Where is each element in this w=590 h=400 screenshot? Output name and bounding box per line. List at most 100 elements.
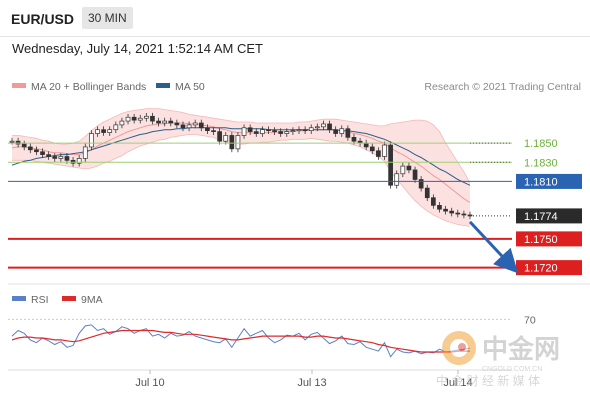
price-candle <box>363 142 369 148</box>
level-label-1.1774: 1.1774 <box>524 211 558 223</box>
price-candle <box>95 129 100 134</box>
price-candle <box>247 127 253 132</box>
level-badge-1.1774 <box>516 208 582 224</box>
source-credit: Research © 2021 Trading Central <box>424 81 581 93</box>
level-label-1.1810: 1.1810 <box>524 176 558 188</box>
price-candle <box>205 127 210 132</box>
price-candle <box>156 120 161 124</box>
price-candle <box>406 165 412 171</box>
bollinger-upper-line <box>12 108 471 184</box>
header-divider <box>0 36 590 37</box>
price-candle <box>137 117 143 121</box>
legend-swatch-ma50 <box>156 83 170 88</box>
price-candle <box>223 135 229 142</box>
price-candle <box>369 146 375 152</box>
timeframe-button[interactable]: 30 MIN <box>82 7 133 29</box>
x-tick-label: Jul 13 <box>297 377 326 389</box>
main-plot-area <box>9 108 473 227</box>
level-badge-1.1810 <box>516 173 582 189</box>
price-candle <box>113 124 119 131</box>
price-levels: 1.1850 1.1830 1.1810 1.1774 1.1750 1.1720 <box>8 138 582 276</box>
price-candle <box>388 144 393 186</box>
x-tick-label: Jul 14 <box>443 377 472 389</box>
level-badge-1.1750 <box>516 231 582 247</box>
rsi-9ma-line <box>11 329 470 353</box>
legend-swatch-rsi <box>12 296 26 301</box>
price-candle <box>461 213 467 216</box>
price-candle <box>9 140 15 143</box>
price-candle <box>376 150 381 157</box>
price-candle <box>101 129 106 133</box>
watermark-text: 中金网 <box>482 334 560 364</box>
price-candle <box>180 124 186 129</box>
price-candle <box>345 128 351 138</box>
price-candle <box>302 129 308 132</box>
bollinger-lower-line <box>12 134 471 227</box>
legend-swatch-9ma <box>62 296 76 301</box>
price-candle <box>125 116 131 122</box>
price-candle <box>174 122 180 126</box>
rsi-plot-area <box>11 324 471 358</box>
price-candle <box>327 123 332 131</box>
price-candle <box>131 116 137 121</box>
price-candle <box>443 208 448 212</box>
price-candle <box>290 130 296 133</box>
price-candle <box>278 131 284 134</box>
chart-datetime: Wednesday, July 14, 2021 1:52:14 AM CET <box>12 41 263 56</box>
forecast-arrow <box>468 220 519 274</box>
symbol-label[interactable]: EUR/USD <box>11 11 75 27</box>
watermark-url: CNGOLD.COM.CN <box>482 366 542 373</box>
price-candle <box>339 128 345 134</box>
chart-header: EUR/USD 30 MIN <box>0 0 590 36</box>
price-candle <box>82 146 88 159</box>
price-candle <box>412 169 418 180</box>
price-candle <box>52 156 58 159</box>
legend-label-ma20: MA 20 + Bollinger Bands <box>31 81 146 93</box>
price-candle <box>150 115 155 122</box>
price-candle <box>21 143 27 148</box>
legend-label-ma50: MA 50 <box>175 81 205 93</box>
level-label-1.1720: 1.1720 <box>524 263 558 275</box>
price-candle <box>266 129 271 132</box>
price-candle <box>58 156 64 159</box>
rsi-line <box>11 324 471 358</box>
legend-label-rsi: RSI <box>31 294 49 306</box>
price-candle <box>455 212 461 215</box>
price-candle <box>321 123 326 128</box>
price-candle <box>418 179 424 189</box>
price-candle <box>76 158 82 164</box>
price-candle <box>235 135 241 150</box>
price-candle <box>217 131 222 142</box>
price-candle <box>229 135 235 150</box>
price-candle <box>351 137 357 142</box>
x-tick-label: Jul 10 <box>135 377 164 389</box>
watermark-logo: 中金网 CNGOLD.COM.CN 中 金 财 经 新 媒 体 <box>436 331 560 388</box>
level-label-1.1750: 1.1750 <box>524 234 558 246</box>
price-candle <box>162 120 168 124</box>
price-candle <box>296 129 302 132</box>
price-candle <box>400 165 406 175</box>
price-candle <box>431 197 436 206</box>
price-candle <box>260 129 265 134</box>
price-candle <box>314 126 320 129</box>
price-candle <box>34 149 39 153</box>
level-badge-1.1720 <box>516 260 582 276</box>
price-candle <box>437 205 442 210</box>
price-candle <box>64 156 70 161</box>
price-candle <box>119 120 125 126</box>
price-candle <box>168 120 174 124</box>
price-candle <box>449 210 455 214</box>
price-candle <box>40 151 45 155</box>
price-candle <box>211 130 216 133</box>
level-label-1.1830: 1.1830 <box>524 157 558 169</box>
price-candle <box>27 146 33 151</box>
price-candle <box>424 187 430 199</box>
price-candle <box>107 129 113 133</box>
price-candle <box>192 122 198 126</box>
rsi-level-label: 70 <box>524 314 536 326</box>
watermark-subtitle: 中 金 财 经 新 媒 体 <box>436 373 540 388</box>
x-axis: Jul 10 Jul 13 Jul 14 <box>135 370 473 389</box>
price-candle <box>394 173 400 186</box>
